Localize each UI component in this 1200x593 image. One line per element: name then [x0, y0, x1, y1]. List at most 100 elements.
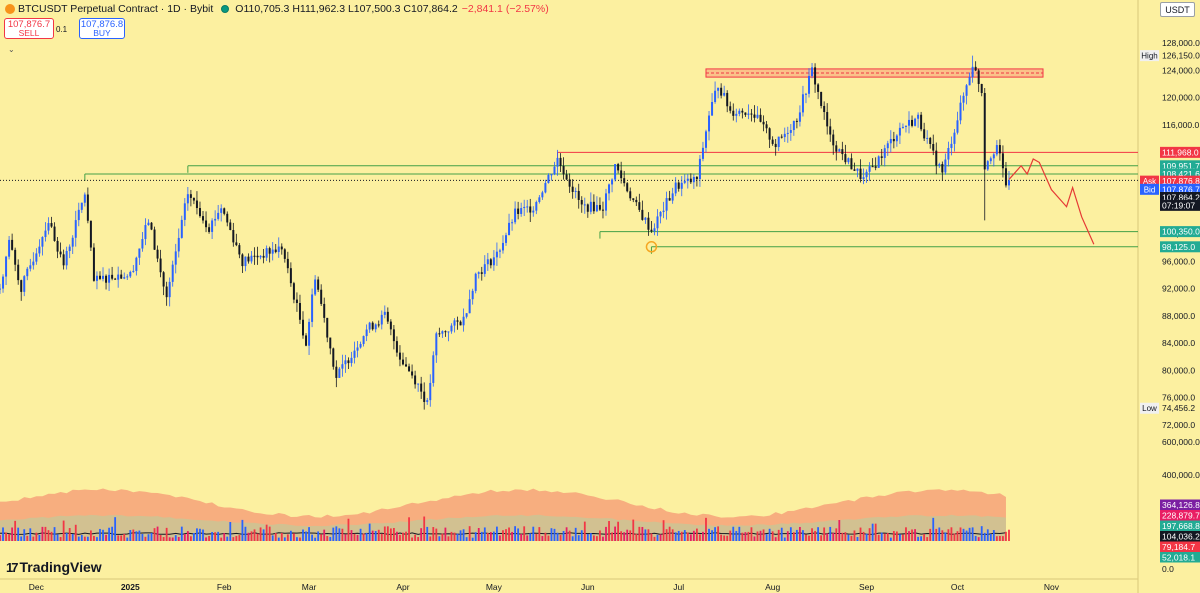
candle-body	[71, 237, 74, 247]
volume-bar	[874, 523, 877, 541]
volume-bar	[417, 537, 420, 541]
price-tag-label-low: Low	[1142, 404, 1157, 413]
currency-selector[interactable]: USDT	[1160, 2, 1195, 17]
candle-body	[723, 92, 726, 96]
volume-bar	[841, 532, 844, 541]
candle-body	[532, 210, 535, 213]
candle-body	[392, 329, 395, 342]
volume-bar	[753, 536, 756, 541]
candle-body	[808, 76, 811, 94]
volume-bar	[90, 530, 92, 541]
candle-body	[620, 170, 623, 179]
candle-body	[98, 275, 101, 279]
price-tag-label-high: High	[1141, 52, 1157, 61]
candle-body	[789, 130, 792, 133]
order-quantity[interactable]: 0.1	[56, 25, 68, 34]
candle-body	[495, 251, 498, 258]
candle-body	[335, 366, 338, 378]
tradingview-logo[interactable]: 17 TradingView	[6, 559, 102, 575]
candle-body	[1004, 168, 1007, 186]
volume-bar	[608, 521, 610, 541]
candle-body	[8, 239, 11, 257]
candle-body	[14, 249, 17, 265]
volume-bar	[214, 532, 217, 541]
candle-body	[474, 273, 477, 291]
candle-body	[944, 159, 947, 173]
symbol-title[interactable]: BTCUSDT Perpetual Contract · 1D · Bybit	[18, 3, 214, 15]
sell-button[interactable]: 107,876.7 SELL	[4, 18, 54, 39]
market-status-icon	[221, 5, 230, 13]
volume-bar	[114, 517, 117, 541]
candle-body	[314, 279, 317, 295]
candle-body	[992, 154, 995, 159]
candle-body	[250, 255, 253, 262]
price-tag-level-red: 111,968.0	[1162, 147, 1199, 157]
volume-tag-bg	[1160, 552, 1200, 563]
candle-body	[956, 120, 959, 133]
time-axis-label: Dec	[29, 582, 45, 592]
volume-bar	[832, 532, 835, 541]
candle-body	[814, 67, 817, 85]
volume-bar	[0, 535, 1, 541]
volume-bar	[20, 536, 23, 541]
time-axis-label: Oct	[951, 582, 965, 592]
candle-body	[353, 350, 356, 358]
candle-body	[868, 166, 871, 172]
volume-bar	[711, 530, 713, 541]
collapse-chevron-icon[interactable]: ⌄	[8, 45, 15, 54]
volume-bar	[502, 530, 504, 541]
volume-bar	[411, 537, 413, 541]
volume-bar	[450, 531, 453, 541]
candle-body	[283, 249, 286, 259]
candle-body	[683, 180, 686, 183]
candle-body	[471, 290, 474, 300]
candle-body	[220, 208, 223, 213]
candle-body	[238, 245, 241, 255]
candle-body	[280, 246, 283, 250]
candle-body	[317, 279, 320, 290]
candle-body	[35, 253, 38, 262]
volume-bar	[432, 527, 435, 541]
volume-bar	[126, 537, 129, 541]
candle-body	[56, 240, 59, 252]
volume-bar	[129, 530, 132, 541]
volume-bar	[405, 531, 407, 541]
volume-bar	[408, 517, 410, 541]
candle-body	[971, 66, 974, 78]
candle-body	[853, 169, 856, 171]
candle-body	[202, 216, 205, 221]
candle-body	[617, 164, 620, 171]
candle-body	[389, 321, 392, 330]
candle-body	[559, 157, 562, 166]
candle-body	[817, 84, 820, 92]
volume-bar	[656, 534, 659, 541]
volume-bar	[544, 532, 547, 541]
candle-body	[262, 255, 265, 258]
candle-body	[753, 114, 756, 118]
volume-bar	[232, 537, 235, 541]
candle-body	[801, 94, 804, 113]
candle-body	[426, 400, 429, 402]
time-axis-label: Sep	[859, 582, 874, 592]
buy-button[interactable]: 107,876.8 BUY	[79, 18, 125, 39]
volume-bar	[262, 529, 265, 541]
price-tag-level-green-b: 108,421.6	[1162, 169, 1200, 179]
volume-bar	[447, 536, 450, 541]
volume-bar	[968, 527, 971, 541]
candle-body	[411, 371, 414, 376]
volume-bar	[505, 529, 507, 541]
volume-tag: 197,668.8	[1162, 521, 1200, 531]
candle-body	[920, 114, 923, 130]
volume-bar	[35, 532, 38, 541]
time-axis-label: Mar	[302, 582, 317, 592]
ohlc-values: O110,705.3 H111,962.3 L107,500.3 C107,86…	[235, 3, 458, 15]
volume-bar	[105, 534, 107, 541]
price-tag-bg	[1160, 192, 1200, 204]
volume-bar	[380, 533, 383, 541]
candle-body	[650, 229, 653, 232]
volume-bar	[592, 535, 595, 541]
candle-body	[89, 220, 92, 248]
volume-bar	[565, 527, 568, 541]
volume-bar	[596, 536, 598, 541]
